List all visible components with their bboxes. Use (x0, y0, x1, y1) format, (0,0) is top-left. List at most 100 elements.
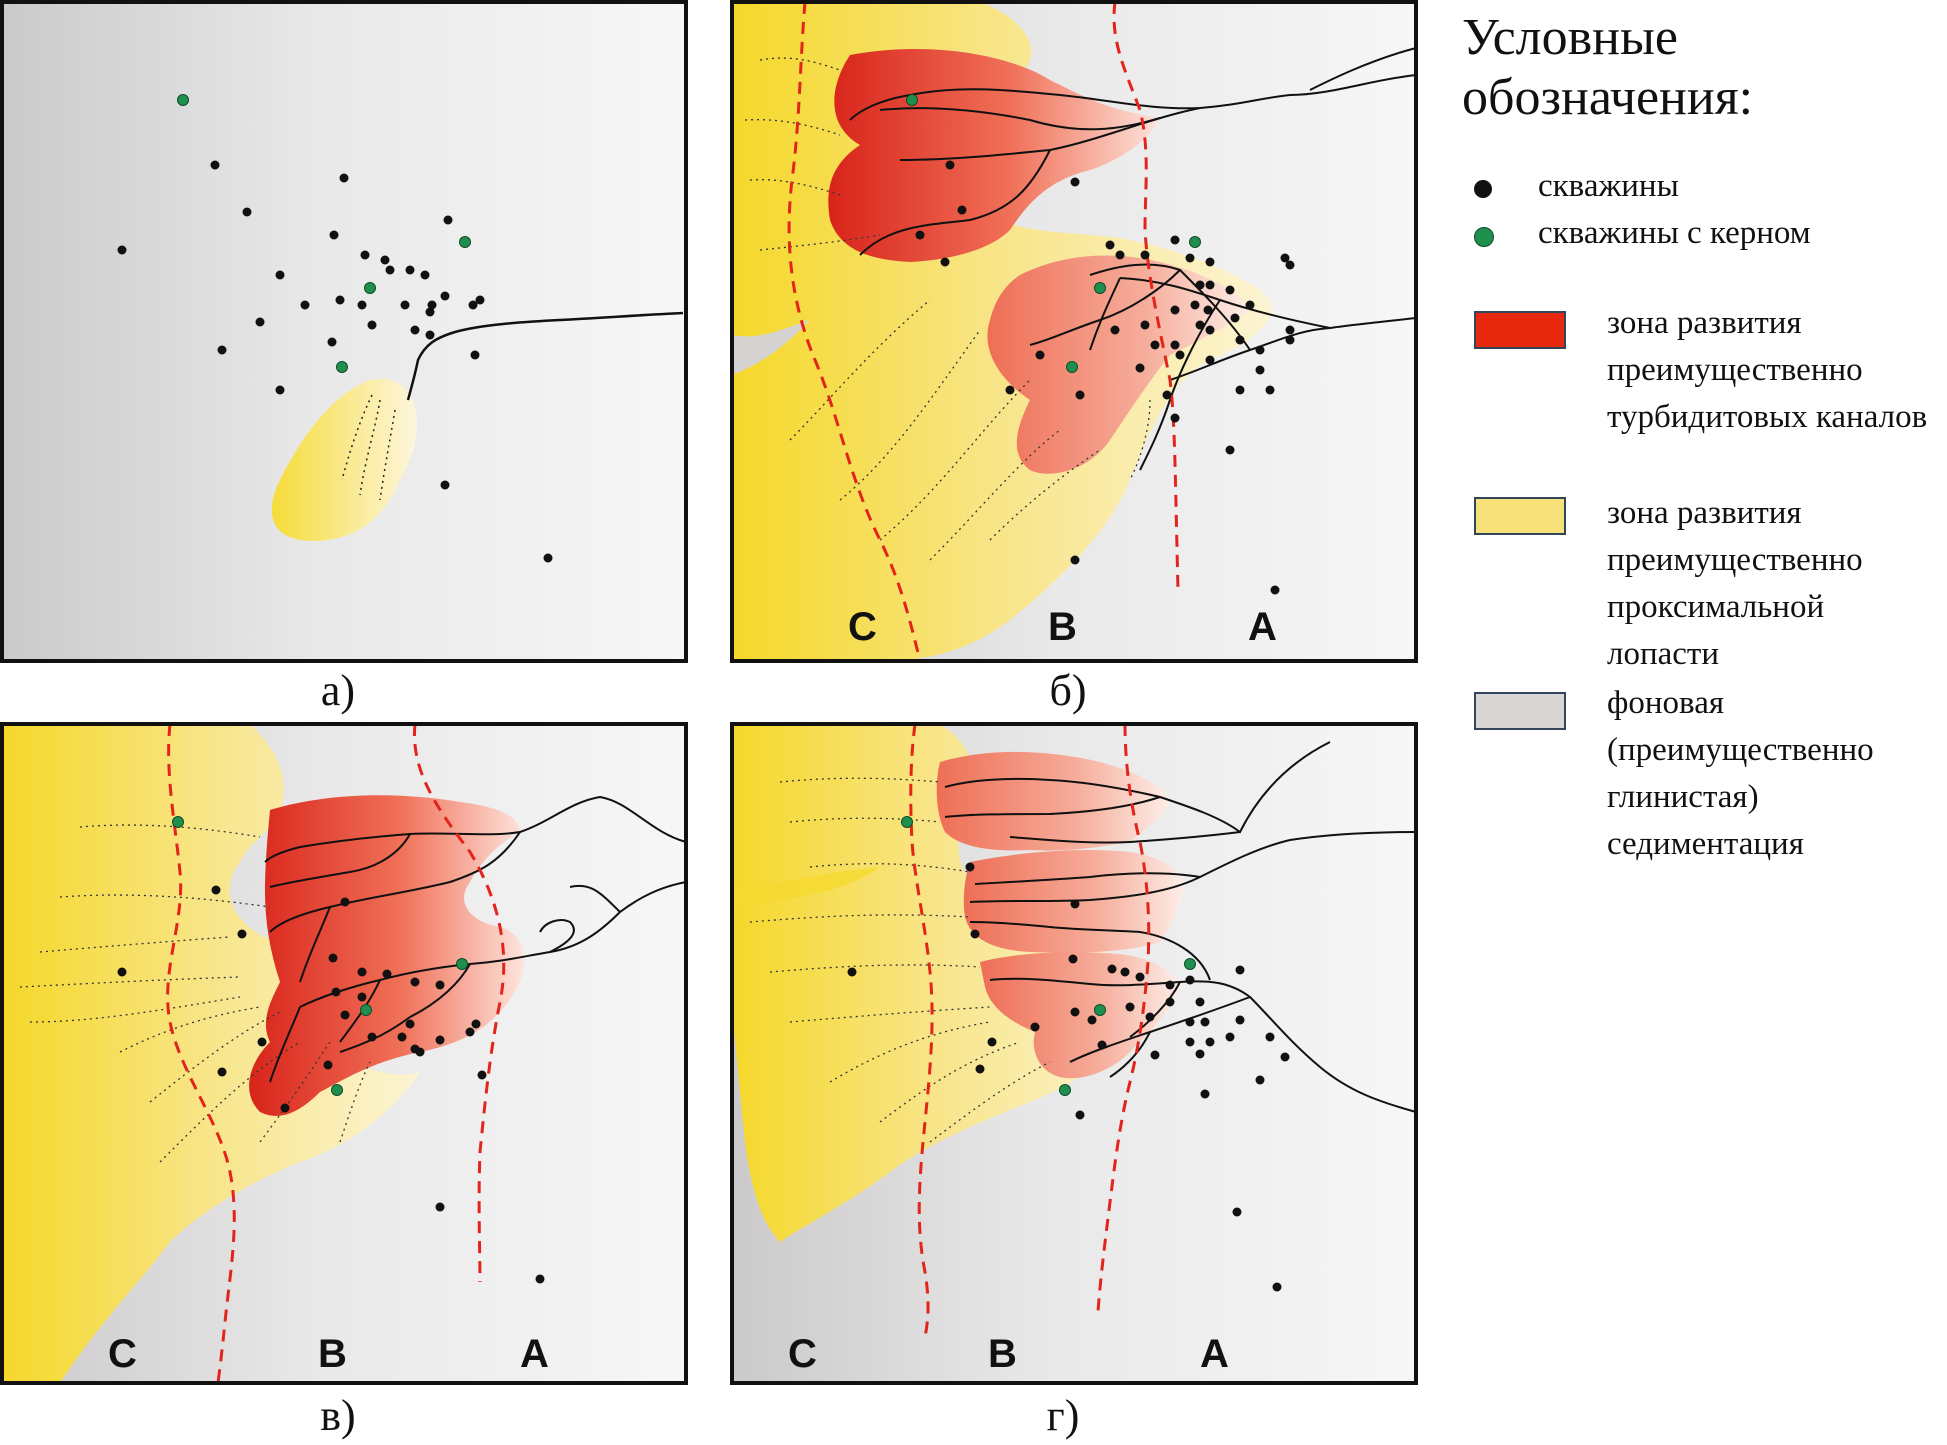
well-marker (435, 1202, 445, 1212)
well-marker (410, 1044, 420, 1054)
well-marker (1150, 340, 1160, 350)
zone-label-a: A (1200, 1332, 1229, 1376)
well-marker (440, 291, 450, 301)
feeder-channel (406, 311, 684, 401)
distributary-channels (744, 57, 1151, 561)
well-marker (535, 1274, 545, 1284)
zone-label-b: B (318, 1332, 347, 1376)
turbidite-channel-zone (249, 795, 524, 1116)
panel-a-caption: а) (320, 666, 356, 715)
well-marker (1205, 355, 1215, 365)
well-marker (543, 553, 553, 563)
core-well-marker (1094, 282, 1106, 294)
well-marker (470, 350, 480, 360)
well-marker (331, 987, 341, 997)
well-marker (1205, 257, 1215, 267)
well-marker (329, 230, 339, 240)
well-marker (339, 173, 349, 183)
well-marker (957, 205, 967, 215)
well-marker (1135, 972, 1145, 982)
zone-label-a: A (1248, 605, 1277, 649)
well-marker (1265, 1032, 1275, 1042)
well-marker (1205, 280, 1215, 290)
well-marker (257, 1037, 267, 1047)
well-marker (1035, 350, 1045, 360)
facies-boundaries (166, 723, 506, 1384)
well-marker (940, 257, 950, 267)
well-marker (1270, 585, 1280, 595)
turbidite-channels (264, 795, 687, 1083)
well-marker (427, 300, 437, 310)
zone-label-c: C (788, 1332, 817, 1376)
well-marker (987, 1037, 997, 1047)
well-marker (1075, 1110, 1085, 1120)
well-marker (1070, 555, 1080, 565)
well-marker (1097, 1040, 1107, 1050)
core-well-marker (331, 1084, 343, 1096)
well-marker (1185, 253, 1195, 263)
proximal-lobe-swatch (1474, 497, 1566, 535)
well-marker (435, 980, 445, 990)
well-marker (280, 1103, 290, 1113)
core-well-marker (459, 236, 471, 248)
well-marker (1232, 1207, 1242, 1217)
well-marker (360, 250, 370, 260)
well-marker (1272, 1282, 1282, 1292)
well-marker (1105, 240, 1115, 250)
well-marker (1107, 964, 1117, 974)
well-marker (1225, 1032, 1235, 1042)
well-marker (1005, 385, 1015, 395)
core-well-marker (360, 1004, 372, 1016)
panel-d-caption: г) (1046, 1391, 1080, 1440)
panel-b: C B A (730, 0, 1420, 665)
well-marker (405, 265, 415, 275)
well-marker (1075, 390, 1085, 400)
well-marker (385, 265, 395, 275)
well-marker (1285, 260, 1295, 270)
core-well-dot-icon (1474, 227, 1494, 247)
well-marker (300, 300, 310, 310)
well-marker (420, 270, 430, 280)
core-well-marker (364, 282, 376, 294)
zone-label-a: A (520, 1332, 549, 1376)
well-marker (217, 345, 227, 355)
proximal-lobe-zone-lower (2, 918, 420, 1383)
well-marker (1200, 1017, 1210, 1027)
facies-boundaries (909, 723, 1151, 1338)
well-marker (425, 307, 435, 317)
well-marker (1225, 445, 1235, 455)
core-well-marker (177, 94, 189, 106)
legend-label-background: фоновая (преимущественно глинистая) седи… (1607, 685, 1874, 862)
background-swatch (1474, 692, 1566, 730)
well-marker (400, 300, 410, 310)
distributary-channels (341, 394, 396, 501)
legend-title: Условные обозначения: (1462, 9, 1754, 126)
core-well-marker (456, 958, 468, 970)
well-marker (1145, 1012, 1155, 1022)
panel-a (0, 0, 690, 665)
well-marker (468, 300, 478, 310)
well-marker (242, 207, 252, 217)
well-marker (477, 1070, 487, 1080)
well-marker (1185, 975, 1195, 985)
well-marker (1255, 1075, 1265, 1085)
well-marker (1070, 1007, 1080, 1017)
well-marker (405, 1019, 415, 1029)
well-marker (1170, 340, 1180, 350)
well-marker (340, 897, 350, 907)
well-marker (382, 969, 392, 979)
well-marker (443, 215, 453, 225)
well-marker (965, 862, 975, 872)
well-marker (1170, 235, 1180, 245)
wells-group (117, 816, 545, 1284)
well-marker (1175, 350, 1185, 360)
well-marker (367, 320, 377, 330)
well-marker (1235, 1015, 1245, 1025)
zone-label-c: C (108, 1332, 137, 1376)
well-marker (440, 480, 450, 490)
well-marker (465, 1027, 475, 1037)
core-well-marker (901, 816, 913, 828)
well-marker (435, 1035, 445, 1045)
well-marker (1255, 365, 1265, 375)
wells-group (117, 94, 553, 563)
